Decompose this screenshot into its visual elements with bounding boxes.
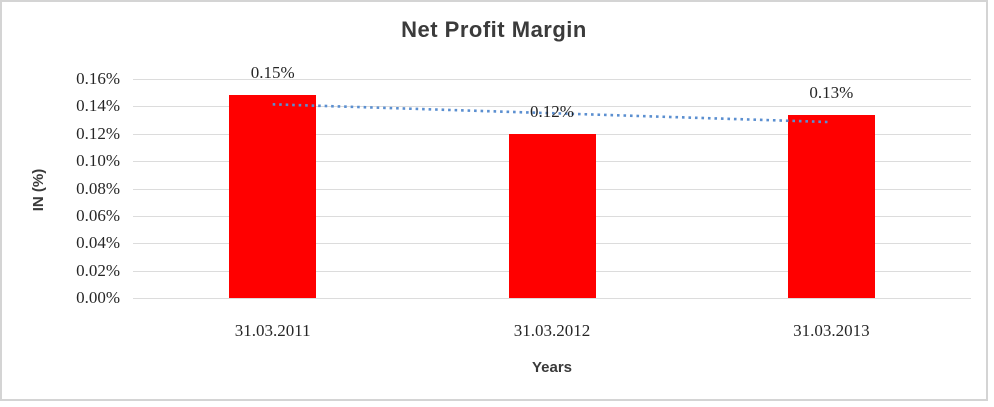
y-axis-tick-label: 0.10% (76, 151, 120, 171)
y-axis-tick-label: 0.08% (76, 178, 120, 198)
category-label: 31.03.2013 (793, 321, 870, 340)
y-axis-tick-label: 0.06% (76, 205, 120, 225)
data-label: 0.15% (250, 63, 295, 83)
category-label: 31.03.2012 (513, 321, 591, 340)
data-label: 0.12% (530, 101, 574, 121)
y-axis-tick-label: 0.04% (76, 233, 120, 253)
gridline (133, 79, 971, 80)
x-axis-title: Years (531, 359, 573, 376)
chart-title: Net Profit Margin (401, 17, 587, 42)
data-label: 0.13% (809, 82, 854, 102)
category-label: 31.03.2011 (234, 321, 311, 340)
bar-31.03.2013 (787, 114, 875, 298)
gridline (133, 298, 971, 299)
bar-31.03.2012 (508, 133, 596, 298)
y-axis-title: IN (%) (30, 168, 47, 212)
y-axis-tick-label: 0.02% (76, 260, 120, 280)
y-axis-tick-label: 0.16% (76, 69, 120, 88)
bar-31.03.2011 (229, 95, 317, 298)
y-axis-tick-label: 0.12% (76, 123, 120, 143)
y-axis-tick-label: 0.00% (76, 288, 120, 307)
y-axis-tick-label: 0.14% (76, 96, 120, 116)
